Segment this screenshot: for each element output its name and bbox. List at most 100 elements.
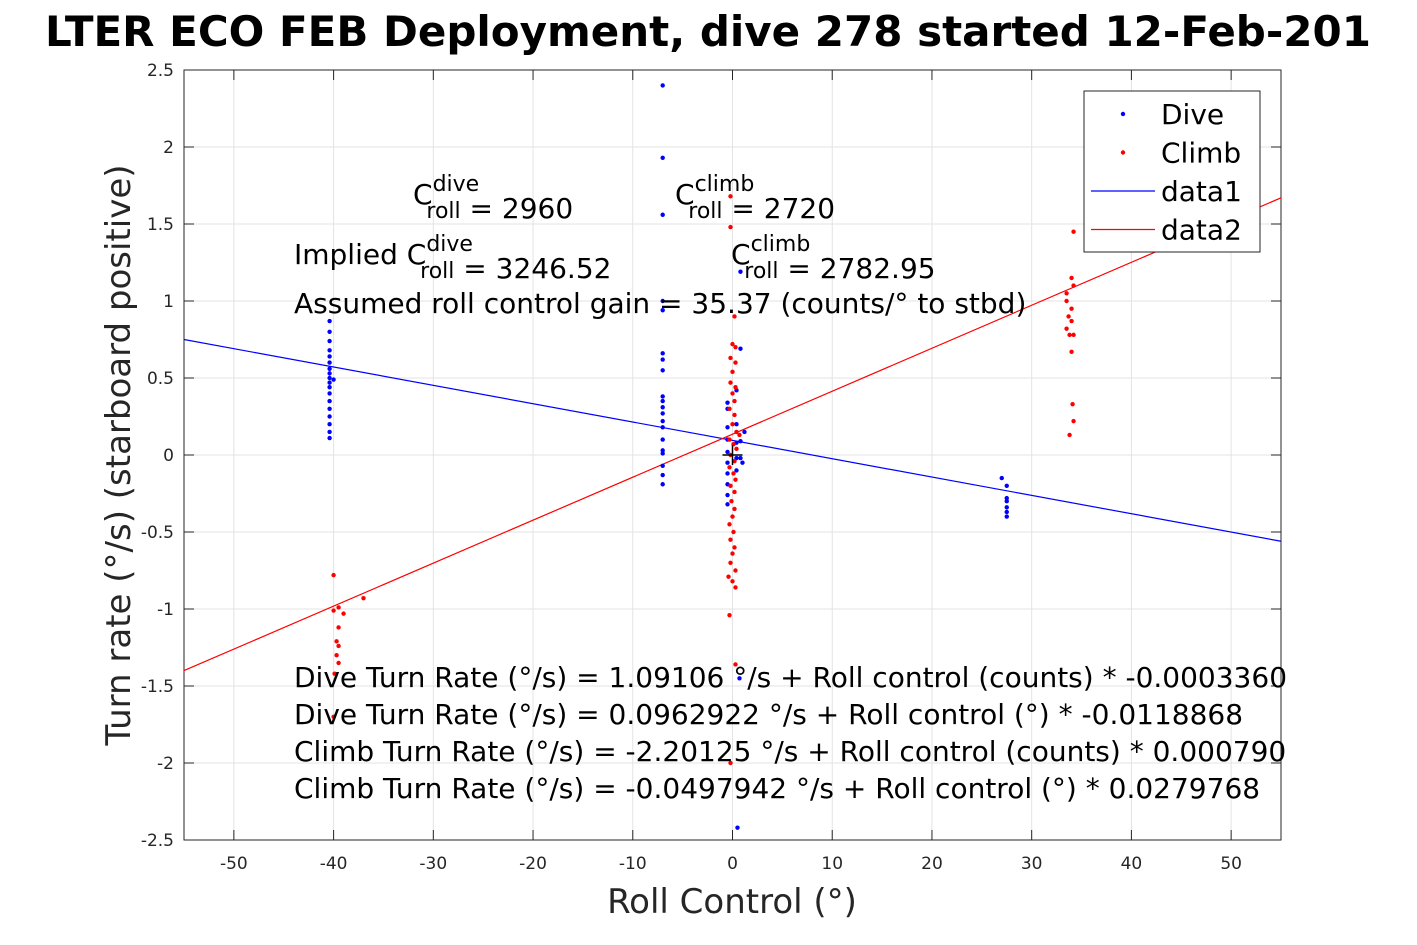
y-tick-label: 0.5 (147, 369, 174, 389)
dive-point (660, 368, 665, 373)
y-tick-label: -2.5 (141, 831, 174, 851)
climb-point (733, 568, 738, 573)
dive-point (327, 366, 332, 371)
x-tick-label: 0 (727, 854, 738, 874)
climb-point (733, 385, 738, 390)
legend-label: Dive (1161, 98, 1224, 131)
climb-point (730, 341, 735, 347)
climb-point (1069, 275, 1074, 281)
dive-point (737, 676, 742, 681)
dive-point (327, 348, 332, 353)
annotations: Cdive roll = 2960 Cclimb roll = 2720 Implied… (294, 172, 1287, 805)
legend-label: data1 (1161, 175, 1242, 208)
legend-box (1083, 90, 1261, 253)
climb-point (734, 446, 739, 452)
climb-point (1071, 283, 1076, 288)
climb-point (341, 611, 346, 616)
dive-point (660, 308, 665, 313)
y-tick-label: 2 (163, 138, 174, 158)
climb-point (1067, 432, 1072, 438)
climb-point (728, 224, 733, 230)
climb-point (728, 760, 733, 766)
chart-title: LTER ECO FEB Deployment, dive 278 starte… (45, 7, 1371, 56)
climb-point (727, 406, 732, 411)
climb-point (728, 380, 733, 385)
dive-point (327, 398, 332, 404)
climb-point (1069, 318, 1074, 324)
climb-point (733, 345, 738, 350)
y-tick-label: 0 (163, 446, 174, 466)
annotation-text: Climb Turn Rate (°/s) = -2.20125 °/s + R… (294, 735, 1286, 768)
annotation-text: Cclimb roll = 2720 (675, 172, 835, 225)
annotation-text: Assumed roll control gain = 35.37 (count… (294, 287, 1026, 320)
dive-point (660, 451, 665, 456)
climb-point (336, 625, 341, 630)
climb-point (728, 560, 733, 565)
dive-point (1004, 483, 1009, 488)
climb-point (731, 529, 736, 535)
climb-point (730, 422, 735, 427)
y-axis-label: Turn rate (°/s) (starboard positive) (99, 164, 139, 746)
dive-point (738, 269, 743, 274)
annotation-text: Cdive roll = 2960 (413, 172, 573, 225)
dive-point (735, 825, 740, 830)
axis-ticks: -50 -40 -30 -20 -10 0 10 20 30 40 50-2.5-2-1.5-1-0… (141, 61, 1281, 874)
dive-point (327, 375, 332, 381)
dive-point (327, 385, 332, 390)
annotation-text: Implied Cdive roll = 3246.52 (294, 232, 611, 285)
climb-point (728, 355, 733, 361)
dive-point (734, 468, 739, 473)
dive-point (738, 346, 743, 351)
dive-point (327, 435, 332, 441)
y-tick-label: -0.5 (141, 523, 174, 543)
climb-point (336, 660, 341, 666)
climb-point (733, 662, 738, 667)
dive-point (725, 502, 730, 507)
dive-point (327, 371, 332, 376)
climb-point (332, 671, 337, 676)
dive-point (327, 360, 332, 365)
legend-label: data2 (1161, 214, 1242, 247)
climb-point (732, 412, 737, 418)
dive-point (1004, 514, 1009, 519)
x-tick-label: -20 (519, 854, 547, 874)
annotation-text: Dive Turn Rate (°/s) = 1.09106 °/s + Rol… (294, 661, 1287, 694)
y-tick-label: 2.5 (147, 61, 174, 81)
climb-point (730, 579, 735, 584)
climb-point (732, 545, 737, 550)
dive-point (331, 377, 336, 382)
fit-lines (183, 197, 1282, 672)
dive-point (725, 449, 730, 455)
climb-point (728, 537, 733, 542)
dive-point (327, 391, 332, 396)
fit-line-data1 (183, 338, 1282, 542)
climb-point (730, 369, 735, 375)
climb-point (1067, 332, 1072, 338)
climb-point (1064, 326, 1069, 331)
dive-point (327, 422, 332, 427)
climb-point (1069, 349, 1074, 355)
climb-point (1071, 229, 1076, 234)
x-axis-label: Roll Control (°) (607, 882, 857, 922)
dive-point (740, 460, 745, 465)
x-tick-label: 30 (1021, 854, 1043, 874)
dive-point (1004, 509, 1009, 515)
climb-point (331, 572, 336, 578)
climb-point (732, 458, 737, 464)
x-tick-label: 20 (921, 854, 943, 874)
dive-point (1004, 505, 1009, 510)
dive-point (660, 437, 665, 442)
legend: Dive Climb data1 data2 (1083, 90, 1261, 253)
x-tick-label: -40 (320, 854, 348, 874)
climb-point (730, 514, 735, 519)
climb-point (731, 471, 736, 476)
climb-point (727, 612, 732, 618)
data-points (327, 83, 1076, 830)
dive-point (660, 357, 665, 362)
dive-point (327, 354, 332, 359)
climb-point (733, 477, 738, 482)
climb-point (726, 574, 731, 579)
climb-point (727, 465, 732, 470)
dive-point (660, 83, 665, 88)
annotation-text: Dive Turn Rate (°/s) = 0.0962922 °/s + R… (294, 698, 1243, 731)
